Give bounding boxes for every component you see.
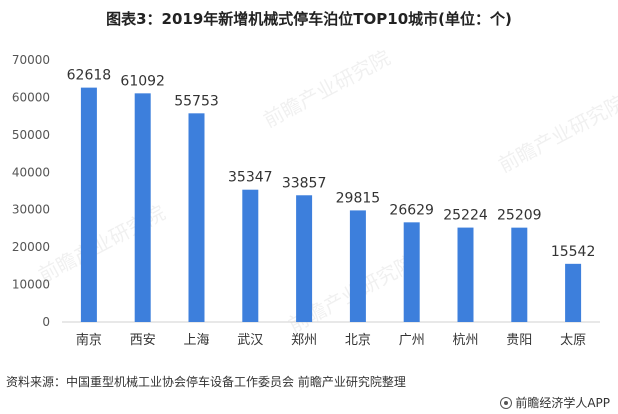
y-tick-label: 10000 [12, 278, 50, 292]
data-label: 61092 [120, 73, 165, 89]
data-label: 26629 [389, 202, 434, 218]
data-label: 62618 [67, 68, 112, 84]
bar [349, 210, 366, 322]
bar [134, 93, 151, 322]
y-tick-label: 30000 [12, 203, 50, 217]
data-label: 35347 [228, 170, 273, 186]
data-label: 55753 [174, 93, 219, 109]
bars [80, 87, 582, 323]
x-tick-label: 杭州 [452, 333, 478, 348]
bar [403, 222, 420, 322]
x-tick-label: 广州 [399, 333, 425, 348]
bar [296, 195, 313, 322]
y-axis: 0 10000 20000 30000 40000 50000 60000 70000 [12, 53, 50, 329]
brand-credit: 前瞻经济学人APP [500, 394, 610, 411]
x-tick-label: 北京 [345, 333, 371, 348]
y-tick-label: 20000 [12, 240, 50, 254]
chart-title: 图表3：2019年新增机械式停车泊位TOP10城市(单位：个) [106, 10, 512, 28]
y-tick-label: 70000 [12, 53, 50, 67]
data-labels: 62618 61092 55753 35347 33857 29815 26629 25224… [67, 68, 596, 260]
x-tick-label: 郑州 [291, 333, 317, 348]
source-note: 资料来源：中国重型机械工业协会停车设备工作委员会 前瞻产业研究院整理 [6, 375, 406, 389]
x-tick-label: 西安 [130, 333, 156, 348]
data-label: 25209 [497, 208, 542, 224]
bar [242, 189, 259, 322]
bar [188, 113, 205, 322]
data-label: 29815 [336, 190, 381, 206]
bar [457, 227, 474, 322]
x-tick-label: 太原 [560, 333, 586, 348]
bar [80, 87, 97, 323]
brand-label: 前瞻经济学人APP [515, 396, 610, 410]
bar [565, 263, 582, 322]
data-label: 25224 [443, 208, 488, 224]
brand-logo-icon [500, 396, 513, 409]
x-tick-label: 南京 [76, 332, 102, 348]
x-axis: 南京 西安 上海 武汉 郑州 北京 广州 杭州 贵阳 太原 [62, 321, 600, 348]
y-tick-label: 50000 [12, 128, 50, 142]
watermark-text: 前瞻产业研究院 [494, 90, 618, 177]
data-label: 15542 [551, 244, 596, 260]
x-tick-label: 贵阳 [506, 333, 532, 348]
data-label: 33857 [282, 175, 327, 191]
x-tick-label: 武汉 [237, 333, 263, 348]
y-tick-label: 0 [42, 315, 50, 329]
y-tick-label: 60000 [12, 90, 50, 104]
bar [511, 227, 528, 322]
x-tick-label: 上海 [183, 333, 209, 348]
y-tick-label: 40000 [12, 165, 50, 179]
watermark-text: 前瞻产业研究院 [259, 45, 394, 132]
